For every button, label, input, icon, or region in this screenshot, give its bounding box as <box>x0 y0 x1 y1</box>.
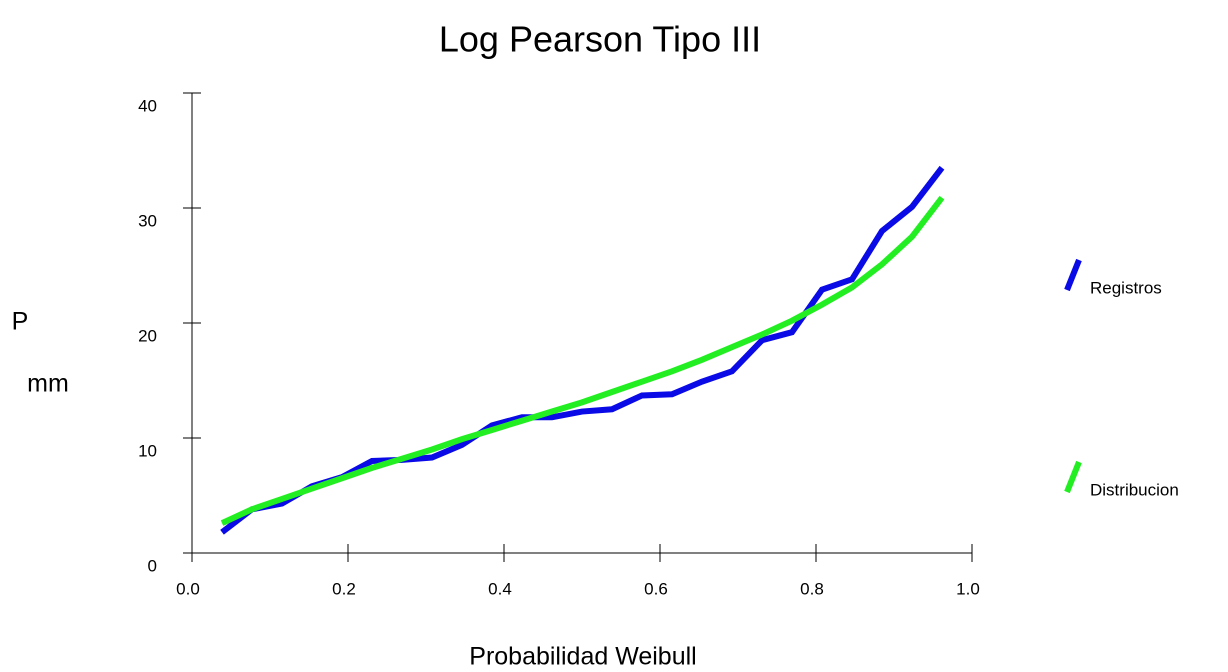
data-line <box>220 165 945 535</box>
data-line <box>220 195 945 526</box>
x-tick-label: 0.0 <box>176 579 200 598</box>
legend-label: Registros <box>1090 278 1162 297</box>
y-tick-label: 0 <box>148 556 157 575</box>
y-tick-label: 20 <box>138 326 157 345</box>
y-tick-label: 30 <box>138 211 157 230</box>
x-tick-label: 0.2 <box>332 579 356 598</box>
legend-swatch <box>1064 258 1082 292</box>
x-axis-label: Probabilidad Weibull <box>469 643 696 671</box>
x-tick-label: 0.4 <box>488 579 512 598</box>
y-tick-label: 40 <box>138 96 157 115</box>
y-tick-label: 10 <box>138 441 157 460</box>
y-axis-label: mm <box>27 370 69 398</box>
x-tick-label: 0.6 <box>644 579 668 598</box>
x-tick-label: 0.8 <box>800 579 824 598</box>
y-axis-label: P <box>12 308 29 336</box>
legend-label: Distribucion <box>1090 480 1179 499</box>
legend-swatch <box>1064 460 1082 494</box>
x-tick-label: 1.0 <box>956 579 980 598</box>
chart-title: Log Pearson Tipo III <box>439 19 761 60</box>
